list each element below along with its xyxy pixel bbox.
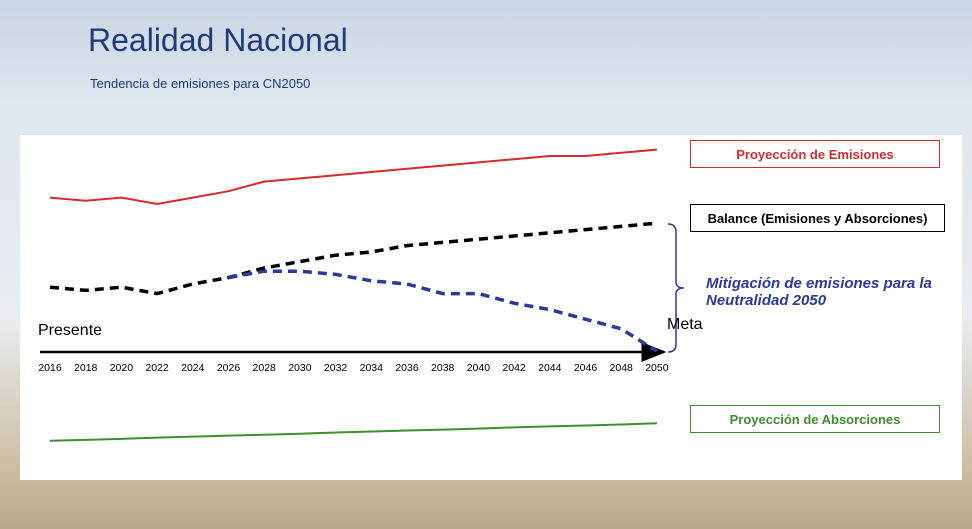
x-tick-label: 2050 xyxy=(645,362,669,374)
series-line xyxy=(50,150,657,204)
slide: Realidad Nacional Tendencia de emisiones… xyxy=(0,0,972,529)
legend-entry: Proyección de Emisiones xyxy=(690,140,940,168)
annotation: Presente xyxy=(38,322,102,339)
x-tick-label: 2028 xyxy=(253,362,277,374)
x-tick-label: 2032 xyxy=(324,362,348,374)
x-tick-label: 2040 xyxy=(467,362,491,374)
series-line xyxy=(229,271,657,351)
x-tick-label: 2036 xyxy=(395,362,419,374)
x-tick-label: 2018 xyxy=(74,362,98,374)
x-tick-label: 2038 xyxy=(431,362,455,374)
legend-entry: Balance (Emisiones y Absorciones) xyxy=(690,204,945,232)
x-tick-label: 2048 xyxy=(610,362,634,374)
annotation: Meta xyxy=(667,316,703,333)
x-tick-label: 2022 xyxy=(145,362,169,374)
x-tick-label: 2034 xyxy=(360,362,384,374)
x-tick-label: 2016 xyxy=(38,362,62,374)
x-tick-label: 2042 xyxy=(502,362,526,374)
x-tick-label: 2024 xyxy=(181,362,205,374)
x-tick-label: 2020 xyxy=(110,362,134,374)
x-tick-label: 2044 xyxy=(538,362,562,374)
chart: Presente Meta 2016 2018 2020 2022 2024 2026 20… xyxy=(0,0,972,529)
x-tick-label: 2030 xyxy=(288,362,312,374)
series-line xyxy=(50,423,657,441)
legend-entry: Mitigación de emisiones para la Neutrali… xyxy=(706,272,966,312)
series-line xyxy=(50,223,657,293)
x-tick-label: 2026 xyxy=(217,362,241,374)
x-tick-label: 2046 xyxy=(574,362,598,374)
legend-entry: Proyección de Absorciones xyxy=(690,405,940,433)
